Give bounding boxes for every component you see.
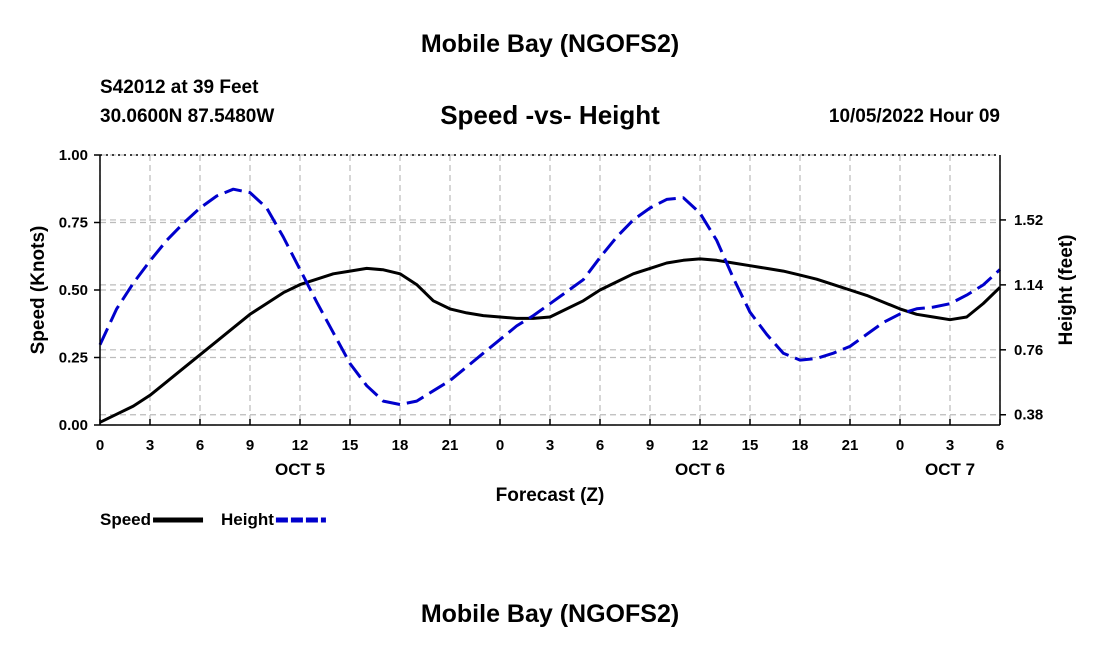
x-axis-label: Forecast (Z) [496,485,605,506]
x-tick-label: 18 [392,437,409,454]
series-line-height [98,187,1002,406]
x-tick-label: 12 [692,437,709,454]
y-tick-label: 0.50 [59,282,88,299]
y2-tick-label: 0.76 [1014,342,1043,359]
x-tick-label: 9 [246,437,254,454]
legend-label-speed: Speed [100,510,151,529]
grid [99,154,1001,426]
forecast-timestamp: 10/05/2022 Hour 09 [828,106,1000,127]
page-title: Mobile Bay (NGOFS2) [420,30,680,58]
x-tick-label: 6 [196,437,204,454]
x-tick-label: 15 [342,437,359,454]
date-label: OCT 7 [925,460,975,479]
x-tick-label: 18 [792,437,809,454]
y2-tick-label: 1.52 [1014,212,1043,229]
y-tick-label: 0.00 [59,417,88,434]
footer-title: Mobile Bay (NGOFS2) [420,600,680,628]
coordinates-label: 30.0600N 87.5480W [100,106,275,127]
axes [94,154,1006,426]
legend: Speed Height [100,510,326,529]
y-tick-label: 1.00 [59,147,88,164]
series-layer [98,187,1002,424]
x-tick-label: 3 [546,437,554,454]
x-tick-label: 6 [996,437,1004,454]
y2-tick-label: 1.14 [1014,277,1044,294]
chart-title: Speed -vs- Height [440,100,660,130]
x-tick-label: 3 [146,437,154,454]
x-tick-label: 0 [896,437,904,454]
x-tick-label: 3 [946,437,954,454]
x-tick-label: 6 [596,437,604,454]
axis-labels: 0 3 6 9 12 15 18 21 0 3 6 9 12 15 18 21 0 3 6 OCT 5 OCT 6 OCT… [28,147,1077,506]
x-tick-label: 0 [96,437,104,454]
y-tick-label: 0.25 [59,350,88,367]
date-label: OCT 5 [275,460,325,479]
y2-tick-label: 0.38 [1014,407,1043,424]
y-tick-label: 0.75 [59,215,88,232]
y-axis-label: Speed (Knots) [28,226,49,355]
x-tick-label: 21 [842,437,859,454]
y2-axis-label: Height (feet) [1056,235,1077,346]
x-tick-label: 0 [496,437,504,454]
series-line-speed [99,257,1002,424]
x-tick-label: 9 [646,437,654,454]
x-tick-label: 12 [292,437,309,454]
x-tick-label: 15 [742,437,759,454]
legend-label-height: Height [221,510,274,529]
station-label: S42012 at 39 Feet [100,77,259,98]
date-label: OCT 6 [675,460,725,479]
x-tick-label: 21 [442,437,459,454]
